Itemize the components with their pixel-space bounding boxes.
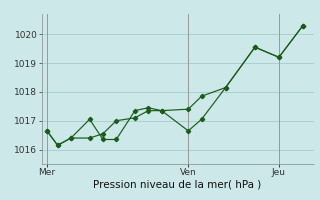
X-axis label: Pression niveau de la mer( hPa ): Pression niveau de la mer( hPa ): [93, 180, 262, 190]
